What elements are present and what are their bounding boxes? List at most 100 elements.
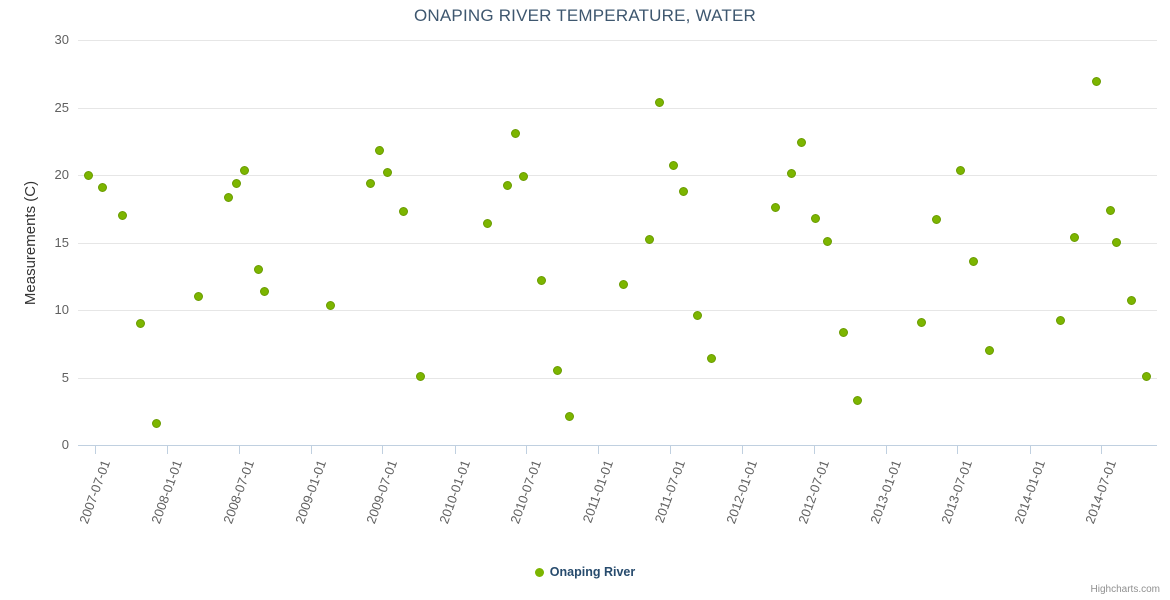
legend-item-label: Onaping River bbox=[549, 565, 636, 579]
data-point[interactable] bbox=[1070, 232, 1080, 242]
data-point[interactable] bbox=[511, 128, 521, 138]
data-point[interactable] bbox=[253, 265, 263, 274]
x-tick-label: 2012-01-01 bbox=[723, 458, 761, 526]
x-tick-label: 2009-01-01 bbox=[292, 458, 330, 526]
data-point[interactable] bbox=[117, 211, 127, 220]
data-point[interactable] bbox=[823, 236, 832, 246]
x-tick-label: 2014-07-01 bbox=[1082, 458, 1120, 526]
x-tick-mark bbox=[526, 445, 527, 454]
data-point[interactable] bbox=[1106, 205, 1116, 215]
data-point[interactable] bbox=[618, 279, 628, 289]
data-point[interactable] bbox=[644, 235, 654, 245]
x-tick-label: 2014-01-01 bbox=[1011, 458, 1048, 526]
data-point[interactable] bbox=[1056, 316, 1066, 326]
data-point[interactable] bbox=[383, 167, 393, 177]
x-tick-label: 2011-01-01 bbox=[579, 458, 617, 525]
chart-legend[interactable]: Onaping River bbox=[0, 565, 1170, 579]
x-axis-line bbox=[78, 445, 1157, 446]
data-point[interactable] bbox=[260, 286, 270, 296]
x-tick-label: 2009-07-01 bbox=[363, 458, 401, 526]
x-tick-mark bbox=[742, 445, 743, 454]
x-tick-mark bbox=[455, 445, 456, 454]
y-tick-label: 5 bbox=[61, 369, 69, 385]
data-point[interactable] bbox=[151, 418, 161, 428]
x-tick-mark bbox=[382, 445, 383, 454]
data-point[interactable] bbox=[399, 206, 409, 216]
x-tick-mark bbox=[670, 445, 671, 454]
x-tick-label: 2013-07-01 bbox=[938, 458, 976, 526]
legend-marker-icon bbox=[534, 567, 544, 577]
x-tick-label: 2013-01-01 bbox=[867, 458, 905, 526]
data-point[interactable] bbox=[565, 412, 575, 422]
x-tick-label: 2010-07-01 bbox=[507, 458, 545, 526]
data-point[interactable] bbox=[1142, 371, 1152, 381]
x-tick-label: 2012-07-01 bbox=[794, 458, 832, 526]
data-point[interactable] bbox=[239, 166, 249, 176]
data-point[interactable] bbox=[326, 301, 336, 311]
data-point[interactable] bbox=[917, 317, 927, 327]
data-point[interactable] bbox=[502, 181, 512, 191]
data-point[interactable] bbox=[693, 310, 703, 320]
x-tick-mark bbox=[886, 445, 887, 454]
x-tick-mark bbox=[311, 445, 312, 454]
data-point[interactable] bbox=[956, 166, 966, 176]
credits-label[interactable]: Highcharts.com bbox=[1090, 584, 1160, 595]
y-tick-label: 15 bbox=[54, 234, 69, 250]
data-point[interactable] bbox=[668, 161, 678, 171]
data-point[interactable] bbox=[193, 292, 203, 301]
data-point[interactable] bbox=[553, 366, 563, 376]
data-point[interactable] bbox=[932, 215, 942, 225]
legend-item[interactable]: Onaping River bbox=[534, 565, 636, 579]
data-point[interactable] bbox=[482, 219, 492, 229]
data-point[interactable] bbox=[678, 186, 688, 196]
y-gridline bbox=[78, 243, 1157, 244]
chart-title: ONAPING RIVER TEMPERATURE, WATER bbox=[413, 6, 757, 25]
y-gridline bbox=[78, 108, 1157, 109]
x-tick-mark bbox=[167, 445, 168, 454]
data-point[interactable] bbox=[1092, 77, 1102, 87]
data-point[interactable] bbox=[797, 138, 807, 148]
data-point[interactable] bbox=[231, 178, 241, 188]
data-point[interactable] bbox=[852, 395, 862, 405]
y-gridline bbox=[78, 40, 1157, 41]
data-point[interactable] bbox=[770, 202, 780, 212]
y-tick-label: 20 bbox=[54, 167, 69, 182]
data-point[interactable] bbox=[1112, 238, 1122, 247]
data-point[interactable] bbox=[223, 193, 233, 203]
y-tick-label: 10 bbox=[54, 302, 69, 317]
data-point[interactable] bbox=[984, 346, 994, 355]
data-point[interactable] bbox=[810, 213, 820, 223]
data-point[interactable] bbox=[375, 146, 385, 156]
data-point[interactable] bbox=[537, 275, 547, 285]
x-tick-mark bbox=[814, 445, 815, 454]
x-tick-mark bbox=[1030, 445, 1031, 454]
x-tick-mark bbox=[957, 445, 958, 454]
data-point[interactable] bbox=[1126, 296, 1136, 306]
x-tick-mark bbox=[598, 445, 599, 454]
data-point[interactable] bbox=[654, 97, 664, 107]
data-point[interactable] bbox=[415, 371, 425, 381]
plot-area bbox=[78, 40, 1157, 446]
y-axis-title: Measurements (C) bbox=[22, 180, 39, 305]
data-point[interactable] bbox=[97, 182, 107, 192]
data-point[interactable] bbox=[519, 171, 529, 181]
x-tick-label: 2010-01-01 bbox=[435, 458, 473, 526]
x-tick-mark bbox=[239, 445, 240, 454]
x-tick-mark bbox=[95, 445, 96, 454]
x-tick-label: 2007-07-01 bbox=[75, 458, 113, 526]
data-point[interactable] bbox=[706, 354, 716, 364]
data-point[interactable] bbox=[83, 170, 93, 180]
data-point[interactable] bbox=[968, 256, 978, 266]
y-gridline bbox=[78, 378, 1157, 379]
y-gridline bbox=[78, 175, 1157, 176]
y-gridline bbox=[78, 310, 1157, 311]
x-tick-label: 2008-01-01 bbox=[148, 458, 186, 526]
x-tick-label: 2011-07-01 bbox=[651, 458, 688, 525]
data-point[interactable] bbox=[135, 319, 145, 328]
data-point[interactable] bbox=[786, 169, 796, 179]
data-point[interactable] bbox=[365, 178, 375, 188]
y-tick-label: 0 bbox=[61, 437, 69, 452]
data-point[interactable] bbox=[839, 328, 849, 338]
x-tick-label: 2008-07-01 bbox=[219, 458, 257, 526]
